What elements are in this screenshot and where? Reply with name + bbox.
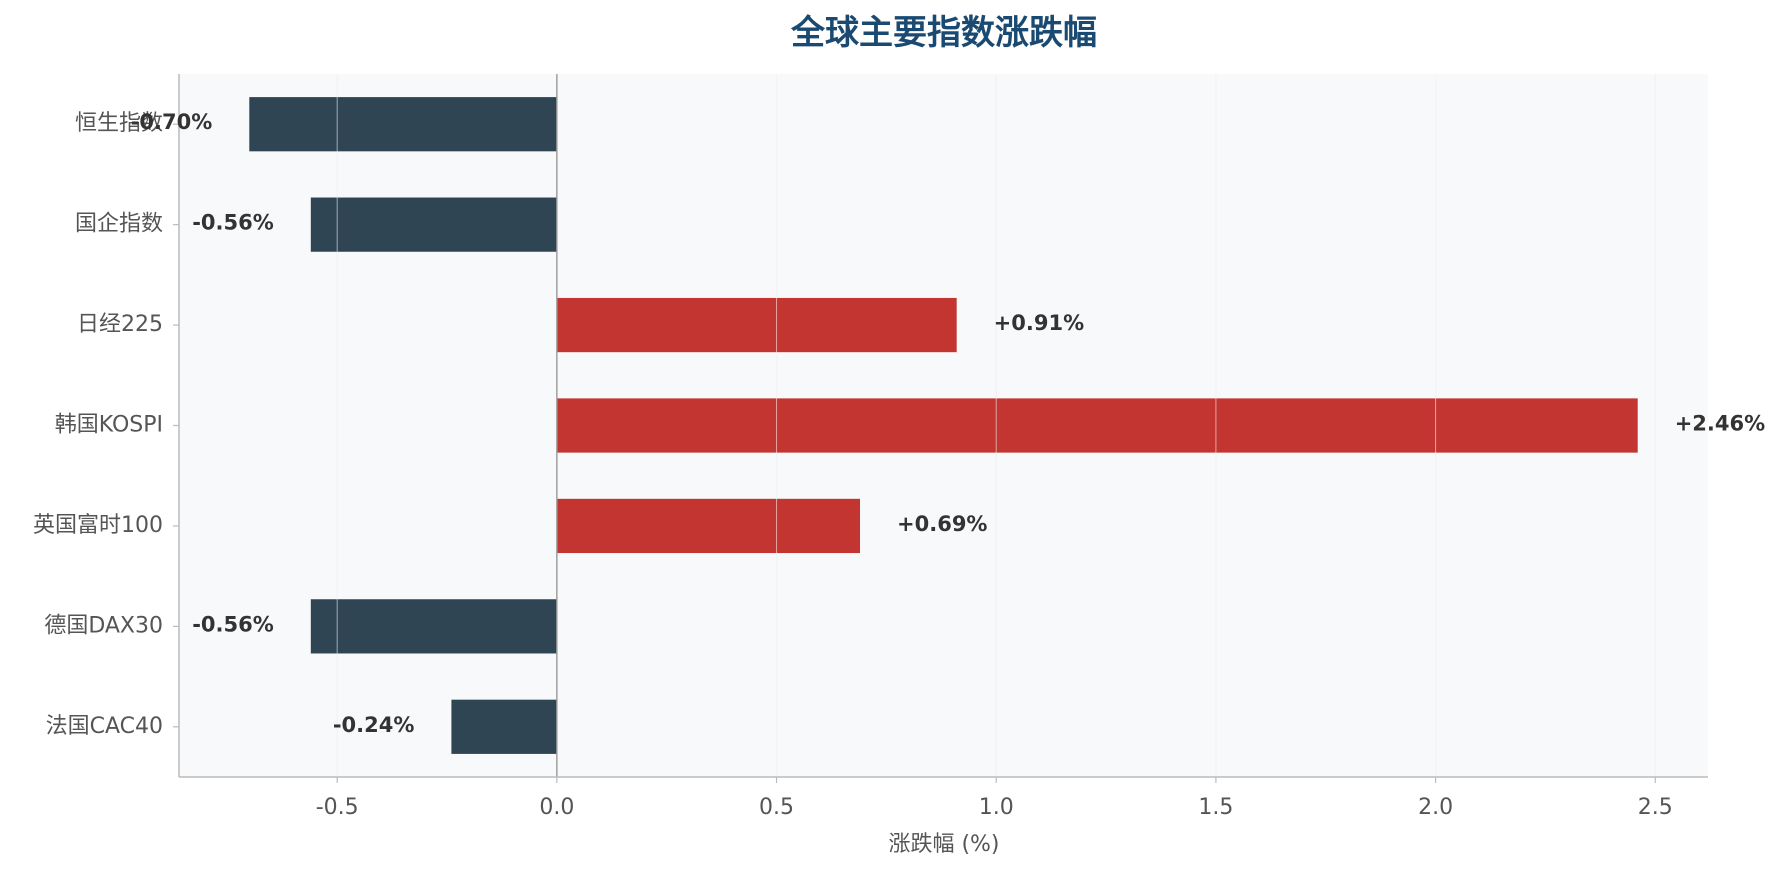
- bar: [310, 197, 557, 252]
- data-label: +0.91%: [994, 311, 1084, 335]
- x-tick-label: 0.5: [759, 795, 794, 820]
- x-tick-label: 2.5: [1638, 795, 1673, 820]
- x-tick-label: 1.0: [979, 795, 1014, 820]
- x-tick-label: -0.5: [316, 795, 359, 820]
- x-tick-label: 1.5: [1198, 795, 1233, 820]
- x-axis-ticks: -0.5 0.0 0.5 1.0 1.5 2.0 2.5: [316, 777, 1673, 820]
- bar: [310, 599, 557, 654]
- data-label: +0.69%: [897, 512, 987, 536]
- data-label: -0.56%: [192, 211, 274, 235]
- bar: [249, 97, 557, 152]
- data-label: -0.24%: [333, 713, 415, 737]
- value-labels: -0.70% -0.56% +0.91% +2.46% +0.69% -0.56% -0.2…: [131, 110, 1765, 737]
- data-label: +2.46%: [1675, 412, 1765, 436]
- bar: [556, 297, 957, 353]
- y-tick-label: 恒生指数: [75, 111, 163, 136]
- x-tick-label: 2.0: [1418, 795, 1453, 820]
- y-tick-label: 法国CAC40: [46, 714, 163, 739]
- data-label: -0.56%: [192, 612, 274, 636]
- y-tick-label: 英国富时100: [33, 513, 163, 538]
- y-tick-label: 日经225: [77, 312, 163, 337]
- bar: [556, 398, 1638, 453]
- x-axis-label: 涨跌幅 (%): [888, 832, 999, 857]
- bars: [249, 97, 1638, 754]
- bar: [556, 498, 861, 554]
- bar: [451, 699, 557, 754]
- grid-lines-overlay: [336, 74, 1656, 777]
- chart-title: 全球主要指数涨跌幅: [790, 13, 1097, 53]
- y-tick-label: 国企指数: [75, 212, 163, 237]
- y-tick-label: 德国DAX30: [44, 613, 163, 638]
- data-label: -0.70%: [131, 110, 213, 134]
- y-tick-label: 韩国KOSPI: [55, 413, 163, 438]
- x-tick-label: 0.0: [539, 795, 574, 820]
